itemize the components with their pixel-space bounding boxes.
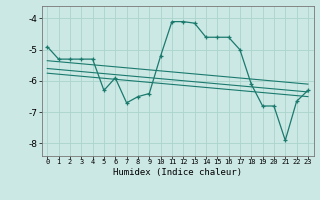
X-axis label: Humidex (Indice chaleur): Humidex (Indice chaleur) [113,168,242,177]
